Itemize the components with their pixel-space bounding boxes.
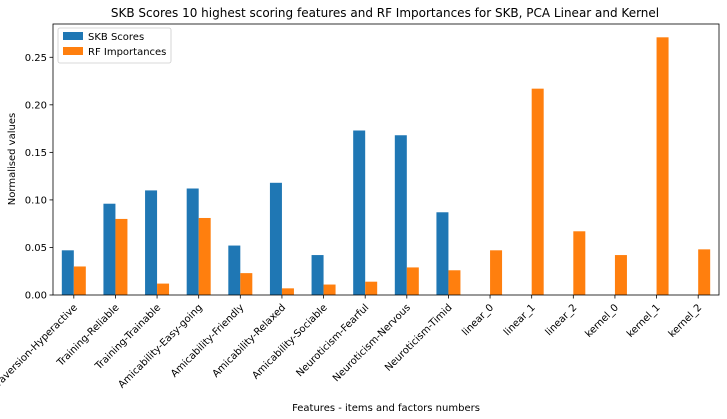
x-tick-label-8: Neuroticism-Nervous (331, 302, 413, 384)
x-tick-label-6: Amicability-Sociable (250, 302, 329, 381)
y-tick-label-1: 0.05 (25, 243, 47, 254)
y-tick-label-4: 0.20 (25, 100, 47, 111)
rf-bar-1 (115, 218, 128, 295)
x-tick-label-7: Neuroticism-Fearful (294, 302, 371, 379)
x-axis: Extraversion-HyperactiveTraining-Reliabl… (0, 295, 704, 400)
rf-bar-4 (240, 273, 253, 295)
rf-bar-11 (531, 88, 544, 295)
bars-layer (61, 37, 711, 295)
plot-frame (52, 23, 720, 296)
x-tick-label-13: kernel_0 (583, 302, 621, 340)
x-tick-label-12: linear_2 (544, 302, 580, 338)
skb-bar-3 (186, 188, 199, 295)
rf-bar-14 (656, 37, 669, 295)
y-tick-label-3: 0.15 (25, 148, 47, 159)
skb-bar-4 (228, 245, 241, 295)
x-tick-label-14: kernel_1 (625, 302, 663, 340)
chart-title: SKB Scores 10 highest scoring features a… (111, 6, 659, 20)
x-tick-label-5: Amicability-Relaxed (211, 302, 289, 380)
legend-swatch-rf (63, 47, 83, 55)
y-tick-label-2: 0.10 (25, 195, 47, 206)
x-axis-label: Features - items and factors numbers (292, 403, 480, 414)
rf-bar-5 (281, 288, 294, 295)
rf-bar-15 (698, 249, 711, 295)
y-tick-label-0: 0.00 (25, 291, 47, 302)
rf-bar-3 (198, 217, 211, 295)
rf-bar-13 (614, 255, 627, 295)
x-tick-label-10: linear_0 (460, 302, 496, 338)
rf-bar-10 (490, 250, 503, 295)
x-tick-label-3: Amicability-Easy-going (116, 302, 204, 390)
skb-bar-2 (145, 190, 158, 295)
legend-box (57, 27, 172, 64)
rf-bar-12 (573, 231, 586, 295)
y-tick-label-5: 0.25 (25, 53, 47, 64)
y-axis: 0.00 0.05 0.10 0.15 0.20 0.25 (25, 53, 53, 302)
skb-bar-8 (394, 135, 407, 295)
skb-bar-7 (353, 130, 366, 295)
rf-bar-2 (157, 283, 170, 295)
legend-label-rf: RF Importances (88, 47, 166, 58)
skb-bar-5 (269, 182, 282, 295)
rf-bar-6 (323, 284, 336, 295)
skb-bar-9 (436, 212, 449, 295)
legend-swatch-skb (63, 32, 83, 40)
legend: SKB Scores RF Importances (57, 27, 172, 64)
skb-bar-0 (61, 250, 74, 295)
rf-bar-0 (73, 266, 86, 295)
y-axis-label: Normalised values (7, 113, 18, 205)
x-tick-label-11: linear_1 (502, 302, 538, 338)
rf-bar-9 (448, 270, 461, 295)
skb-bar-1 (103, 203, 116, 295)
legend-label-skb: SKB Scores (88, 32, 144, 43)
x-tick-label-4: Amicability-Friendly (169, 302, 246, 379)
x-tick-label-15: kernel_2 (667, 302, 705, 340)
rf-bar-8 (406, 267, 419, 295)
skb-bar-6 (311, 255, 324, 295)
rf-bar-7 (365, 281, 378, 295)
